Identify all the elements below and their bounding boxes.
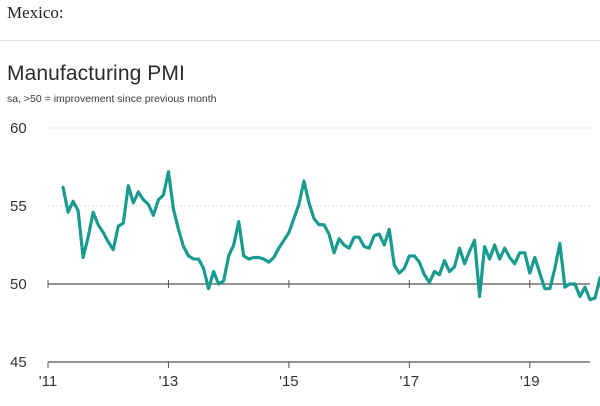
y-tick-label: 55 xyxy=(10,198,27,215)
y-tick-label: 60 xyxy=(10,120,27,137)
x-tick-label: '15 xyxy=(279,373,299,390)
series-layer xyxy=(61,170,600,302)
series-line-pmi xyxy=(61,170,600,302)
gridlines xyxy=(48,127,590,363)
y-tick-label: 50 xyxy=(10,276,27,293)
x-tick-label: '13 xyxy=(159,373,179,390)
x-tick-label: '19 xyxy=(520,373,540,390)
header-divider xyxy=(0,40,600,41)
axes: 60 55 50 45 '11 '13 '15 '17 '19 xyxy=(10,120,540,390)
x-tick-label: '17 xyxy=(400,373,420,390)
chart-subtitle: sa, >50 = improvement since previous mon… xyxy=(7,93,217,105)
chart-title: Manufacturing PMI xyxy=(7,62,185,85)
x-tick-label: '11 xyxy=(39,373,57,390)
country-label: Mexico: xyxy=(7,3,64,22)
y-tick-label: 45 xyxy=(10,354,27,371)
